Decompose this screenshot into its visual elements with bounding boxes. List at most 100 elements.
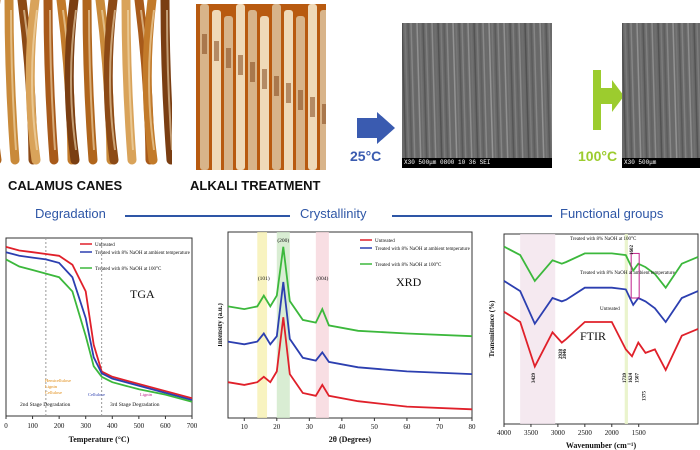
- sem-info-bar: [622, 158, 700, 168]
- fiber-line: [500, 23, 506, 168]
- tga-frame: [5, 237, 193, 417]
- fiber-line: [524, 23, 530, 168]
- fiber-line: [512, 23, 518, 168]
- connector-line-1: [125, 215, 290, 217]
- fiber-line: [622, 23, 627, 168]
- tga-x-tick-label: 700: [187, 422, 198, 430]
- fiber-line: [642, 23, 648, 168]
- xrd-chart: 10 20 30 40 50 60 70 80 2θ (Degrees) Intensity (a…: [218, 231, 477, 444]
- ftir-x-tick-label: 2000: [605, 429, 620, 437]
- ftir-x-tick-label: 4000: [497, 429, 512, 437]
- canes-caption: CALAMUS CANES: [8, 178, 123, 193]
- xrd-legend-label: Treated with 8% NaOH at 100°C: [375, 263, 442, 268]
- ftir-band-label: 1739: [623, 373, 628, 384]
- sem-image-100: X30 500μm: [622, 23, 700, 168]
- tga-series-line: [5, 258, 193, 403]
- fiber-line: [657, 23, 663, 168]
- cane-stick: [82, 0, 98, 165]
- fiber-line: [428, 23, 434, 168]
- xrd-x-tick-label: 30: [306, 423, 314, 431]
- fiber-line: [539, 23, 545, 168]
- tga-series-line: [5, 251, 193, 401]
- fiber-line: [506, 23, 512, 168]
- cane-stick: [142, 0, 158, 165]
- sem-texture-25: [402, 23, 552, 168]
- sem-info-bar: [402, 158, 552, 168]
- canes-illustration: [0, 0, 172, 165]
- tga-hemi-label: Hemicellulose: [45, 378, 71, 383]
- tga-series-line: [5, 246, 193, 400]
- stick-spot: [226, 48, 231, 68]
- tga-hemi-label: Cellulose: [45, 390, 62, 395]
- connector-line-2: [392, 215, 552, 217]
- treated-stick: [308, 4, 317, 170]
- cane-highlight: [148, 9, 155, 151]
- fiber-line: [651, 23, 657, 168]
- cane-highlight: [127, 9, 134, 151]
- fiber-line: [645, 23, 651, 168]
- tga-cellulose-label: Cellulose: [88, 392, 105, 397]
- stick-spot: [238, 55, 243, 75]
- temp-100-label: 100°C: [578, 148, 618, 164]
- tga-stage3-label: 3rd Stage Degradation: [110, 402, 160, 408]
- xrd-title: XRD: [396, 275, 422, 289]
- fiber-line: [446, 23, 452, 168]
- ftir-band-label: 1507: [635, 373, 640, 384]
- arrow-25-icon: [357, 112, 395, 144]
- fiber-line: [422, 23, 428, 168]
- xrd-x-tick-label: 80: [469, 423, 477, 431]
- xrd-x-tick-label: 60: [403, 423, 411, 431]
- fiber-line: [636, 23, 642, 168]
- fiber-line: [497, 23, 503, 168]
- fiber-line: [530, 23, 536, 168]
- cane-stick: [4, 0, 20, 165]
- xrd-x-tick-label: 50: [371, 423, 379, 431]
- stick-spot: [250, 62, 255, 82]
- ftir-x-tick-label: 3500: [524, 429, 539, 437]
- xrd-xlabel: 2θ (Degrees): [329, 435, 372, 444]
- ftir-curve-label: Treated with 8% NaOH at ambient temperat…: [580, 271, 676, 276]
- cane-highlight: [10, 9, 17, 151]
- fiber-line: [470, 23, 476, 168]
- xrd-peak-label: (101): [258, 275, 270, 282]
- fiber-line: [518, 23, 524, 168]
- fiber-line: [455, 23, 461, 168]
- fiber-line: [684, 23, 690, 168]
- ftir-xlabel: Wavenumber (cm⁻¹): [566, 441, 637, 450]
- xrd-ylabel: Intensity (a.u.): [218, 302, 224, 346]
- fiber-line: [687, 23, 693, 168]
- treated-stick: [200, 4, 209, 170]
- fiber-line: [404, 23, 410, 168]
- fiber-line: [630, 23, 636, 168]
- ftir-series-line: [503, 245, 699, 290]
- fiber-line: [452, 23, 458, 168]
- fiber-line: [443, 23, 449, 168]
- fiber-line: [672, 23, 678, 168]
- fiber-line: [473, 23, 479, 168]
- fiber-line: [419, 23, 425, 168]
- fiber-line: [503, 23, 509, 168]
- treated-stick: [260, 16, 269, 170]
- fiber-line: [413, 23, 419, 168]
- ftir-band-label: 1624: [629, 373, 634, 384]
- stick-spot: [214, 41, 219, 61]
- fiber-line: [660, 23, 666, 168]
- xrd-series-line: [227, 281, 473, 375]
- stick-spot: [202, 34, 207, 54]
- fiber-line: [681, 23, 687, 168]
- treated-stick: [224, 16, 233, 170]
- fiber-line: [648, 23, 654, 168]
- fiber-line: [690, 23, 696, 168]
- fiber-line: [693, 23, 699, 168]
- fiber-line: [542, 23, 548, 168]
- xrd-legend-label: Treated with 8% NaOH at ambient temperat…: [375, 247, 471, 252]
- fiber-line: [494, 23, 500, 168]
- fiber-line: [527, 23, 533, 168]
- xrd-x-tick-label: 10: [241, 423, 249, 431]
- cane-stick: [64, 0, 80, 165]
- fiber-line: [639, 23, 645, 168]
- arrow-100-icon: [593, 70, 624, 130]
- fiber-line: [624, 23, 630, 168]
- calamus-canes-photo: [0, 0, 172, 170]
- alkali-caption: ALKALI TREATMENT: [190, 178, 321, 193]
